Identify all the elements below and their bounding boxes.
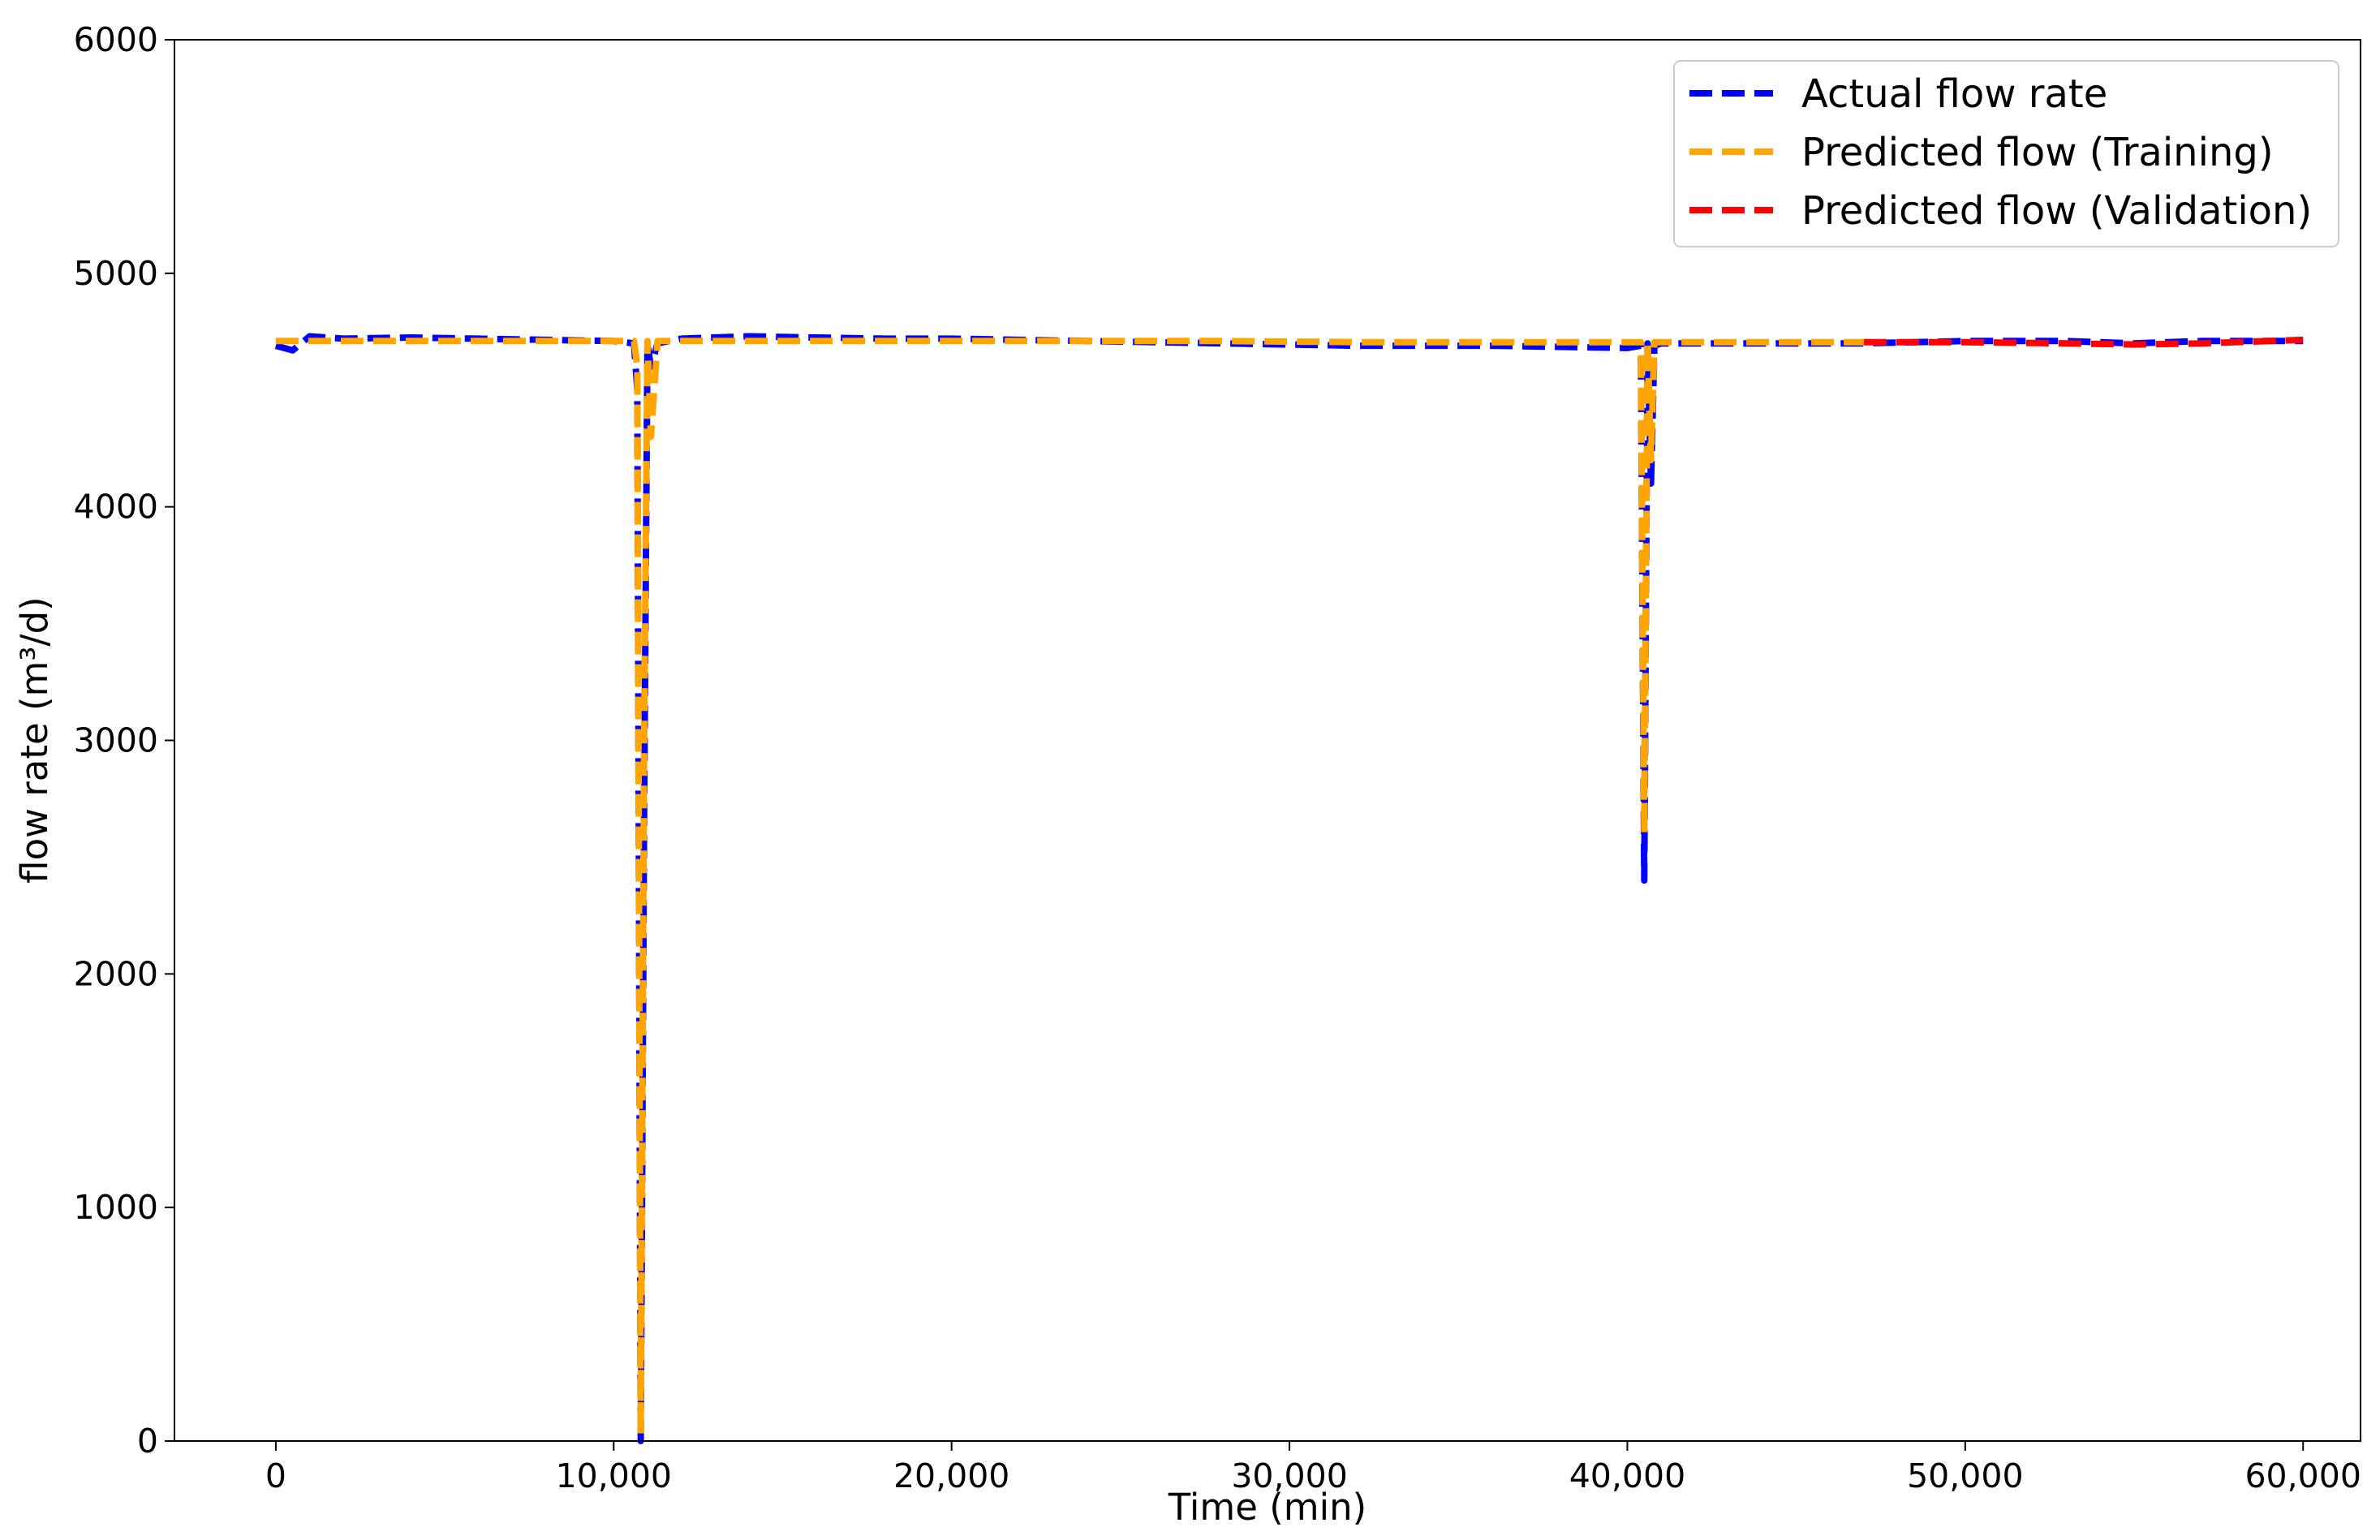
legend-label: Actual flow rate (1801, 71, 2107, 117)
y-tick-label: 2000 (74, 954, 158, 993)
y-axis-label: flow rate (m³/d) (13, 596, 56, 883)
y-tick-label: 1000 (74, 1188, 158, 1227)
x-tick-label: 40,000 (1569, 1456, 1685, 1495)
x-tick-label: 60,000 (2244, 1456, 2361, 1495)
y-tick-label: 3000 (74, 721, 158, 760)
legend-label: Predicted flow (Training) (1801, 130, 2274, 175)
y-tick-label: 4000 (74, 488, 158, 527)
series-line (275, 338, 1864, 1438)
x-tick-label: 50,000 (1907, 1456, 2023, 1495)
series-line (1863, 336, 2304, 348)
y-tick-label: 5000 (74, 254, 158, 293)
plot-area (274, 333, 2304, 1444)
legend: Actual flow rate Predicted flow (Training… (1673, 60, 2339, 247)
legend-label: Predicted flow (Validation) (1801, 188, 2312, 234)
legend-box (1673, 60, 2339, 247)
x-axis-label: Time (min) (1168, 1486, 1366, 1529)
x-tick-label: 0 (265, 1456, 286, 1495)
y-tick-label: 0 (137, 1422, 158, 1460)
x-tick-label: 30,000 (1231, 1456, 1347, 1495)
x-tick-label: 20,000 (893, 1456, 1009, 1495)
y-tick-label: 6000 (74, 20, 158, 59)
x-tick-label: 10,000 (556, 1456, 672, 1495)
